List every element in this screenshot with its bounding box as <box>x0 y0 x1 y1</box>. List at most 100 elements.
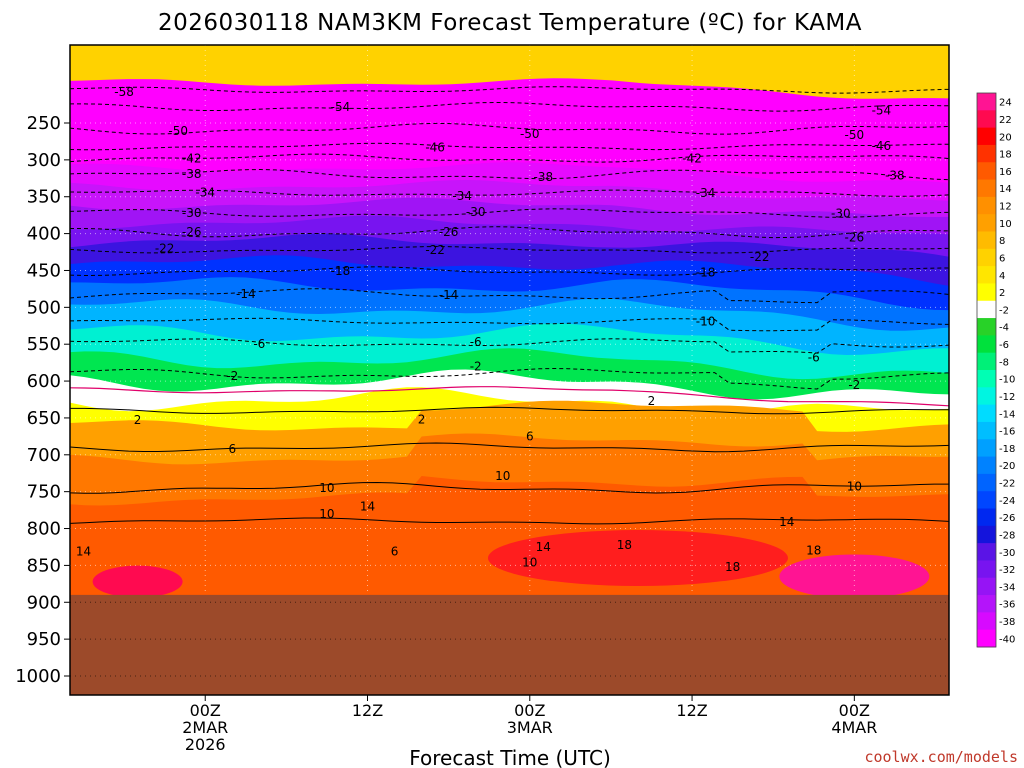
temperature-core <box>92 565 183 598</box>
y-tick-label: 1000 <box>15 666 61 687</box>
contour-label: -26 <box>439 225 459 239</box>
contour-label: 10 <box>319 507 334 521</box>
colorbar: 24 22 20 18 16 14 12 10 8 6 4 2 -2 -4 -6 -8 -10 -12 -14 -16… <box>976 92 1015 648</box>
contour-line <box>70 367 949 390</box>
colorbar-swatch <box>977 439 996 458</box>
contour-label: -30 <box>182 206 202 220</box>
x-tick-label: 00Z <box>839 701 870 720</box>
contour-line <box>70 288 949 304</box>
colorbar-swatch <box>977 300 996 319</box>
colorbar-swatch <box>977 93 996 111</box>
contour-label: 10 <box>319 481 334 495</box>
grid-lines <box>70 45 949 695</box>
contour-label: -38 <box>534 170 554 184</box>
colorbar-swatch <box>977 595 996 613</box>
colorbar-swatch <box>977 352 996 371</box>
colorbar-swatch <box>977 196 996 215</box>
contour-label: -22 <box>425 243 445 257</box>
contour-label: -2 <box>470 359 482 373</box>
colorbar-swatch <box>977 421 996 440</box>
colorbar-label: 10 <box>999 219 1012 230</box>
y-tick-label: 400 <box>27 224 61 245</box>
colorbar-label: -20 <box>999 461 1015 472</box>
colorbar-label: 24 <box>999 98 1012 109</box>
contour-label: -26 <box>845 230 865 244</box>
colorbar-label: 4 <box>999 271 1005 282</box>
colorbar-swatch <box>977 508 996 527</box>
colorbar-swatch <box>977 543 996 561</box>
colorbar-swatch <box>977 179 996 198</box>
contour-label: 14 <box>536 540 551 554</box>
colorbar-label: -34 <box>999 582 1015 593</box>
contour-line <box>70 517 949 525</box>
y-tick-label: 300 <box>27 150 61 171</box>
terrain-below-ground <box>70 594 949 695</box>
chart-title: 2026030118 NAM3KM Forecast Temperature (… <box>158 10 862 36</box>
contour-label: 6 <box>526 429 534 443</box>
contour-label: 18 <box>806 544 821 558</box>
colorbar-label: -38 <box>999 617 1015 628</box>
contour-label: -22 <box>155 241 175 255</box>
contour-label: 10 <box>495 469 510 483</box>
contour-label: -34 <box>696 186 716 200</box>
colorbar-label: 12 <box>999 202 1012 213</box>
colorbar-label: -36 <box>999 600 1015 611</box>
contour-label: -50 <box>520 127 540 141</box>
y-tick-label: 850 <box>27 555 61 576</box>
contour-label: -42 <box>682 151 702 165</box>
colorbar-swatch <box>977 144 996 163</box>
contour-label: -54 <box>331 100 351 114</box>
colorbar-swatch <box>977 266 996 284</box>
x-tick-label: 00Z <box>190 701 221 720</box>
colorbar-label: -30 <box>999 548 1015 559</box>
colorbar-swatch <box>977 162 996 181</box>
colorbar-swatch <box>977 525 996 544</box>
colorbar-label: -40 <box>999 634 1015 645</box>
contour-label: -46 <box>872 139 892 153</box>
colorbar-swatch <box>977 629 996 648</box>
colorbar-swatch <box>977 491 996 509</box>
contour-label: -34 <box>452 189 472 203</box>
colorbar-label: 2 <box>999 288 1005 299</box>
colorbar-label: -12 <box>999 392 1015 403</box>
contour-label: -50 <box>168 124 188 138</box>
colorbar-swatch <box>977 110 996 129</box>
contour-label: 2 <box>134 413 142 427</box>
pressure-axis: 250 300 350 400 450 500 550 600 650 700 750 800 850 9… <box>15 113 70 687</box>
y-tick-label: 650 <box>27 408 61 429</box>
colorbar-label: 22 <box>999 115 1012 126</box>
contour-label: -30 <box>466 205 486 219</box>
colorbar-swatch <box>977 127 996 146</box>
colorbar-label: -2 <box>999 305 1009 316</box>
contour-label: -34 <box>195 185 215 199</box>
colorbar-label: 18 <box>999 150 1012 161</box>
contour-label: -26 <box>182 225 202 239</box>
colorbar-swatch <box>977 473 996 492</box>
contour-label: 2 <box>648 394 656 408</box>
x-tick-label: 12Z <box>676 701 707 720</box>
contour-label: 10 <box>847 480 862 494</box>
colorbar-label: -24 <box>999 496 1015 507</box>
contour-label: -18 <box>696 266 716 280</box>
colorbar-swatch <box>977 248 996 267</box>
contour-label: -22 <box>750 250 770 264</box>
colorbar-label: 6 <box>999 253 1005 264</box>
temperature-core <box>487 530 788 587</box>
colorbar-swatch <box>977 214 996 232</box>
y-tick-label: 950 <box>27 629 61 650</box>
colorbar-label: 20 <box>999 132 1012 143</box>
y-tick-label: 750 <box>27 482 61 503</box>
contour-line <box>70 442 949 453</box>
contour-line <box>70 338 949 354</box>
colorbar-swatch <box>977 577 996 596</box>
colorbar-swatch <box>977 370 996 388</box>
y-tick-label: 700 <box>27 445 61 466</box>
contour-label: -18 <box>331 264 351 278</box>
contour-label: 14 <box>779 515 794 529</box>
colorbar-label: -18 <box>999 444 1015 455</box>
contour-lines <box>70 86 949 525</box>
contour-label: -50 <box>845 128 865 142</box>
contour-label: -38 <box>182 167 202 181</box>
colorbar-label: -32 <box>999 565 1015 576</box>
